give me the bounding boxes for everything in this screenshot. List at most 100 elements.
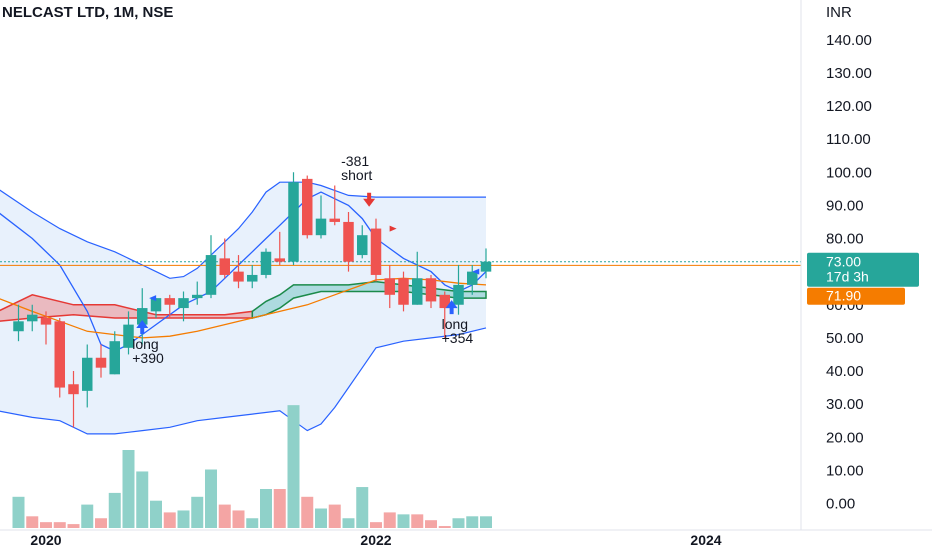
- trade-annotation: long+354: [442, 300, 473, 346]
- volume-bar: [425, 520, 437, 528]
- volume-bar: [301, 496, 314, 528]
- candle: [453, 265, 464, 315]
- candle: [27, 304, 38, 332]
- y-tick-label: 140.00: [826, 32, 872, 49]
- y-tick-label: 90.00: [826, 197, 864, 214]
- candle: [398, 271, 409, 312]
- candle: [205, 235, 217, 299]
- volume-bar: [163, 512, 176, 528]
- chart-title: NELCAST LTD, 1M, NSE: [2, 4, 173, 21]
- volume-bar: [466, 516, 479, 528]
- y-tick-label: 120.00: [826, 98, 872, 115]
- entry-marker-icon: [389, 225, 397, 232]
- entry-marker-icon: [149, 295, 157, 302]
- candle: [343, 212, 354, 272]
- y-tick-label: 30.00: [826, 396, 864, 413]
- volume-bar: [136, 471, 149, 528]
- volume-bar: [191, 496, 204, 528]
- candle: [370, 218, 382, 282]
- candle-body: [412, 278, 423, 305]
- candle-body: [398, 278, 409, 305]
- candle: [412, 251, 423, 305]
- candle-body: [82, 357, 93, 391]
- candle-body: [425, 278, 437, 302]
- candle-body: [54, 321, 65, 388]
- band-upper-line: [0, 181, 486, 279]
- volume-bar: [287, 405, 300, 528]
- candle-body: [109, 341, 120, 375]
- candle-body: [123, 324, 134, 348]
- candle-body: [302, 178, 313, 236]
- candle: [425, 274, 437, 309]
- candle-body: [370, 228, 382, 275]
- candles-layer: [13, 172, 492, 428]
- candle-body: [205, 255, 217, 295]
- volume-bar: [328, 504, 341, 528]
- candle-body: [247, 274, 258, 282]
- trade-annotation: long+390: [132, 319, 164, 366]
- candle: [288, 172, 299, 265]
- candle: [384, 265, 395, 309]
- y-tick-label: 0.00: [826, 496, 855, 513]
- volume-bar: [177, 510, 190, 528]
- volume-bar: [150, 500, 162, 528]
- candle: [480, 248, 492, 279]
- annotation-text: short: [341, 167, 372, 183]
- volume-bar: [315, 508, 327, 528]
- candle-body: [164, 298, 175, 305]
- y-tick-label: 20.00: [826, 429, 864, 446]
- volume-bar: [452, 518, 465, 528]
- candle-body: [343, 221, 354, 262]
- volume-bar: [383, 512, 396, 528]
- candle: [150, 298, 162, 318]
- volume-bar: [95, 518, 107, 528]
- volume-bar: [81, 504, 94, 528]
- candle-body: [68, 384, 79, 395]
- volume-bar: [370, 522, 382, 528]
- last-price-tag: [807, 252, 919, 287]
- candle-body: [40, 318, 52, 325]
- annotation-text: long: [132, 336, 158, 352]
- candle-body: [137, 308, 148, 325]
- candle-body: [150, 298, 162, 312]
- volume-bar: [411, 514, 424, 528]
- long-arrow-icon: [136, 319, 149, 334]
- y-tick-label: 110.00: [826, 131, 871, 148]
- volume-bar: [26, 516, 39, 528]
- candle: [82, 344, 93, 408]
- candle: [260, 248, 272, 279]
- candle: [219, 238, 230, 279]
- x-tick-label: 2022: [360, 532, 391, 548]
- candle-body: [274, 258, 285, 262]
- candle: [178, 291, 189, 322]
- candle: [274, 231, 285, 265]
- short-arrow-icon: [363, 192, 376, 207]
- volume-bar: [218, 504, 231, 528]
- axis-layer: NELCAST LTD, 1M, NSE INR: [0, 0, 932, 531]
- candle-body: [95, 357, 107, 368]
- tick-labels-layer: 140.00 130.00 120.00 110.00 100.00 90.00 80.00…: [30, 32, 871, 548]
- candle: [95, 344, 107, 378]
- long-arrow-icon: [445, 300, 458, 315]
- candle-body: [384, 278, 395, 295]
- candle-body: [467, 271, 478, 285]
- candle-body: [288, 182, 299, 262]
- y-tick-label: 80.00: [826, 231, 864, 248]
- ma-price-value: 71.90: [826, 288, 861, 304]
- candle-body: [13, 321, 24, 332]
- candle: [467, 265, 478, 295]
- y-tick-label: 40.00: [826, 363, 864, 380]
- candle: [109, 331, 120, 375]
- candle-body: [315, 218, 327, 236]
- y-tick-label: 50.00: [826, 330, 864, 347]
- volume-bar: [205, 469, 217, 528]
- volume-bar: [246, 518, 259, 528]
- volume-bar: [67, 524, 80, 528]
- candle: [192, 281, 203, 305]
- candle: [233, 255, 244, 289]
- volume-bar: [273, 489, 286, 528]
- volume-bar: [40, 522, 52, 528]
